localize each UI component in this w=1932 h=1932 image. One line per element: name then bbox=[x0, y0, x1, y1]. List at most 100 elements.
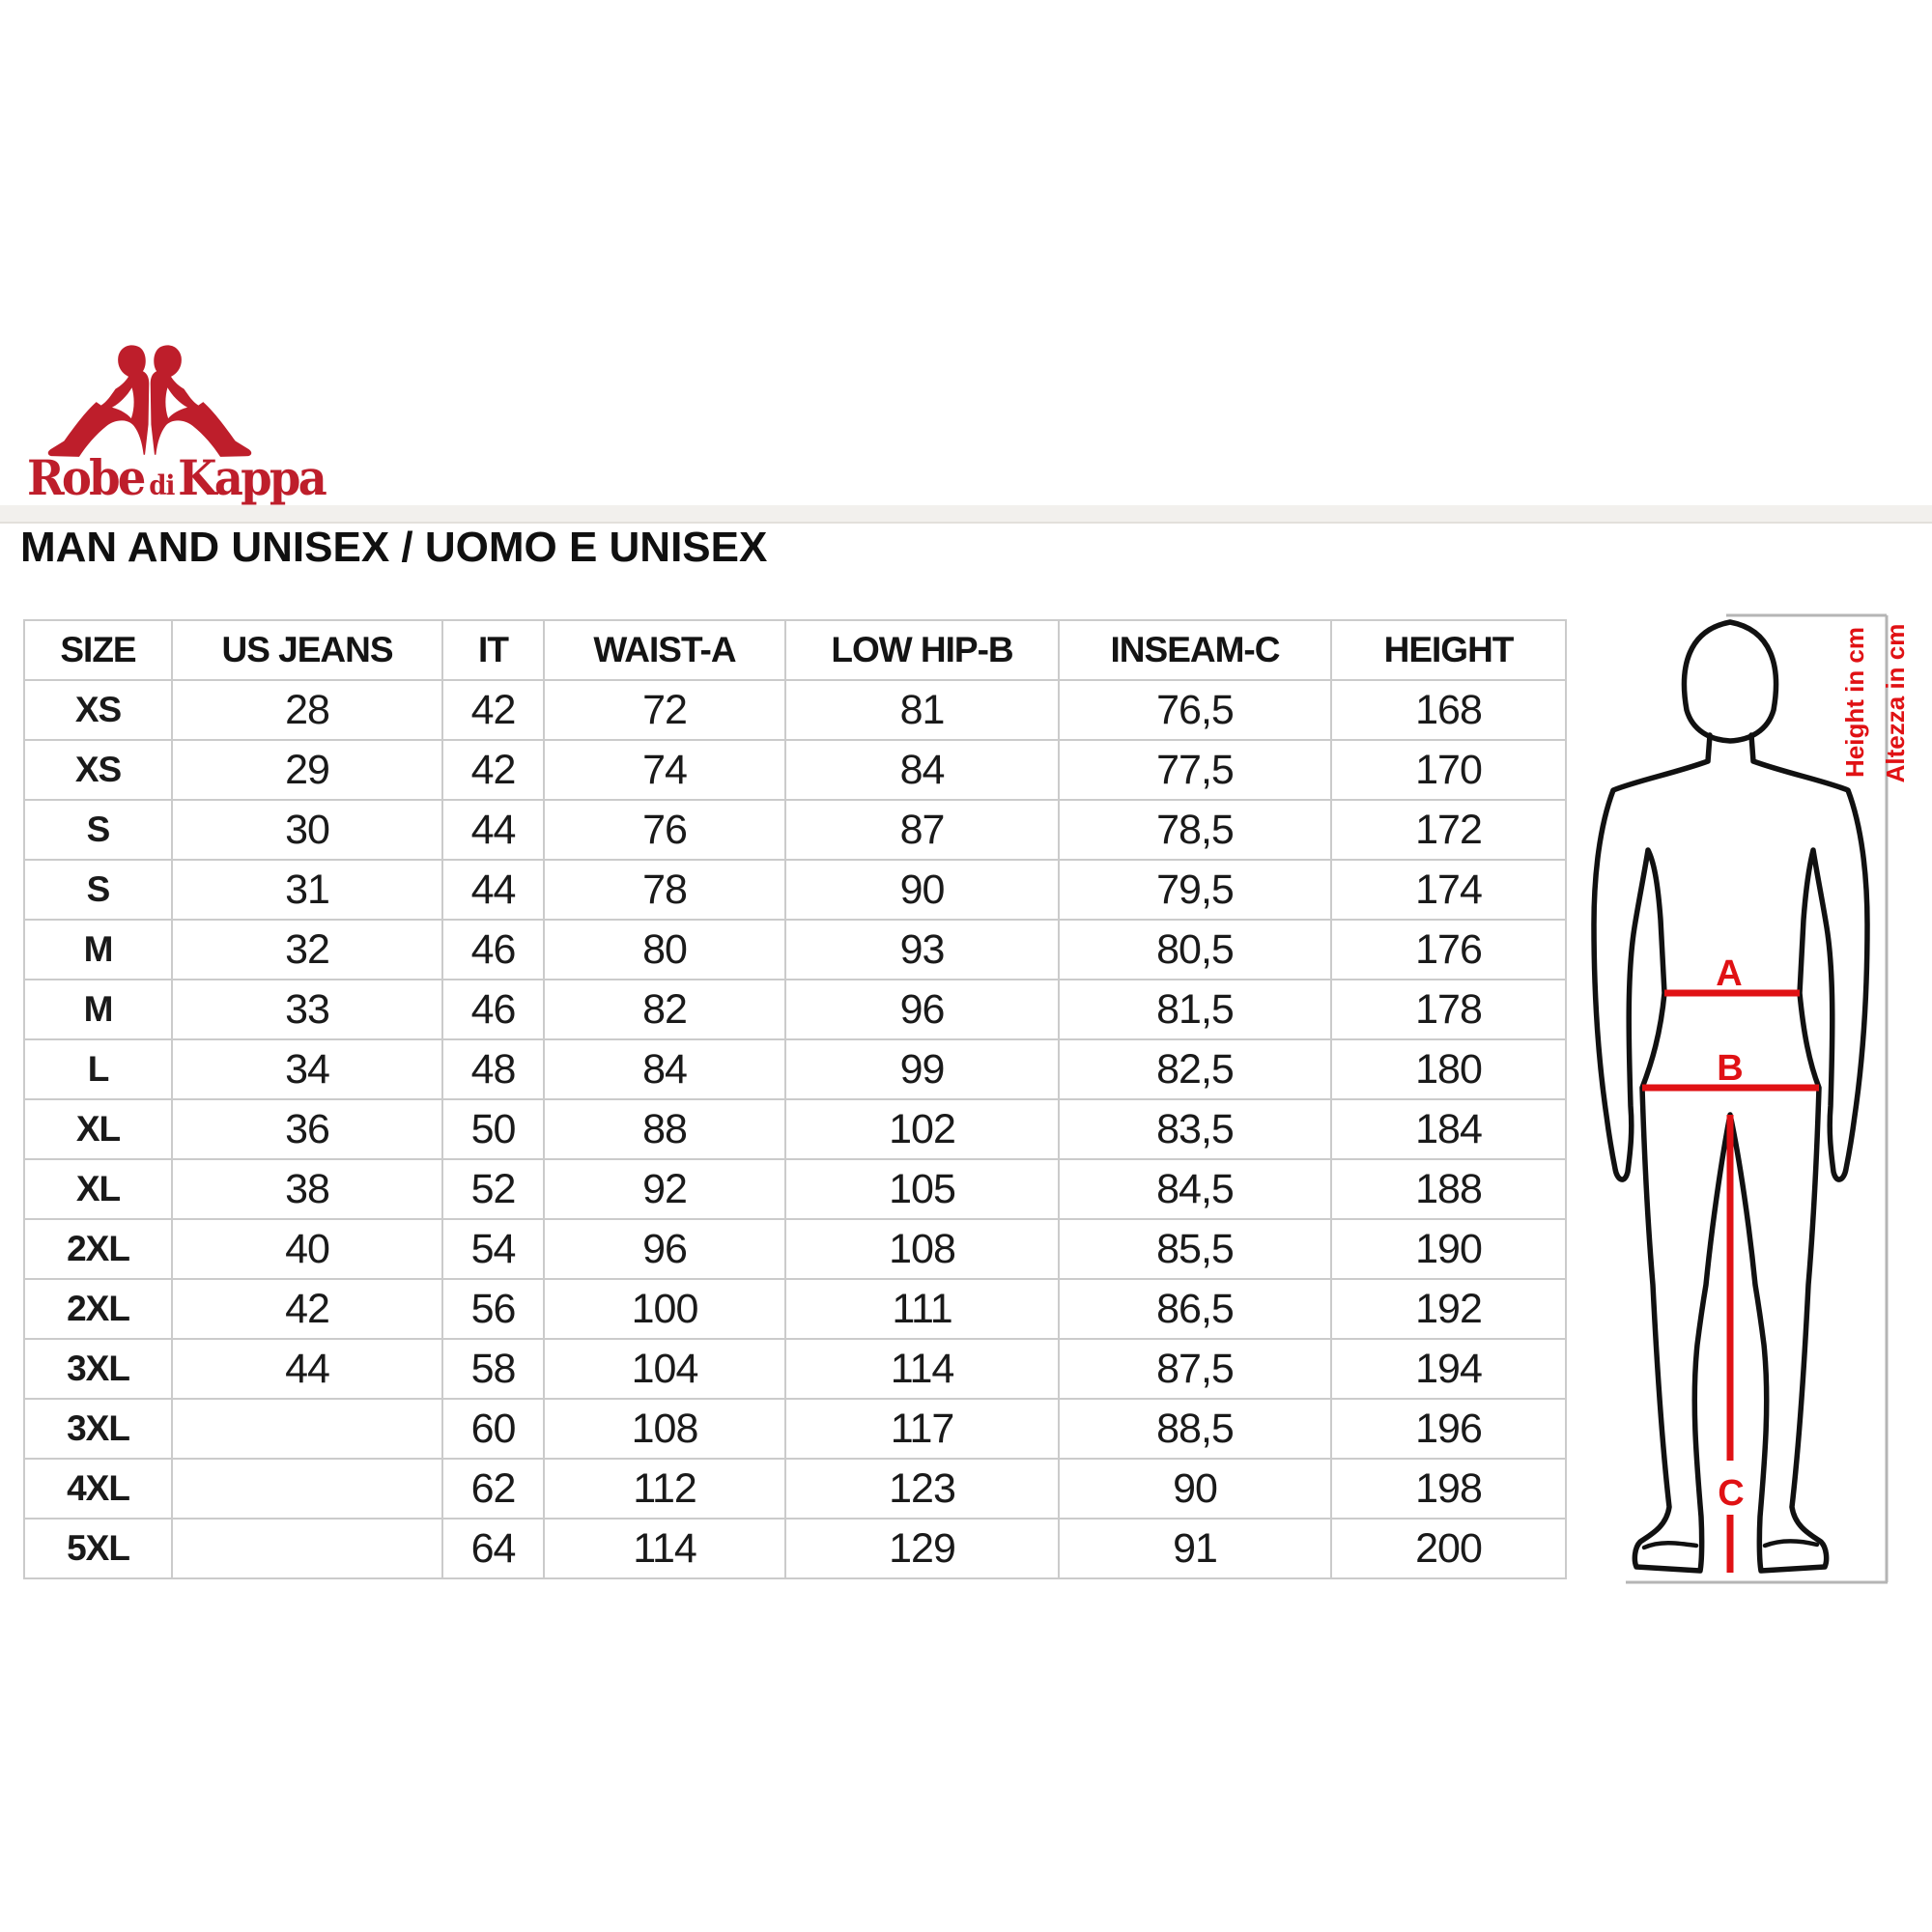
table-row: M 32 46 80 93 80,5 176 bbox=[23, 919, 1567, 980]
value-cell: 117 bbox=[784, 1398, 1060, 1460]
value-cell: 42 bbox=[171, 1278, 443, 1340]
value-cell: 100 bbox=[543, 1278, 786, 1340]
value-cell: 81 bbox=[784, 679, 1060, 741]
marker-c-label: C bbox=[1718, 1473, 1744, 1514]
value-cell: 102 bbox=[784, 1098, 1060, 1160]
value-cell: 31 bbox=[171, 859, 443, 921]
value-cell: 52 bbox=[441, 1158, 545, 1220]
size-cell: XS bbox=[23, 739, 173, 801]
column-header: IT bbox=[441, 619, 545, 681]
value-cell: 99 bbox=[784, 1038, 1060, 1100]
size-cell: M bbox=[23, 979, 173, 1040]
value-cell: 72 bbox=[543, 679, 786, 741]
value-cell: 28 bbox=[171, 679, 443, 741]
divider-strip bbox=[0, 505, 1932, 524]
value-cell: 30 bbox=[171, 799, 443, 861]
value-cell: 96 bbox=[784, 979, 1060, 1040]
value-cell: 114 bbox=[784, 1338, 1060, 1400]
value-cell: 84 bbox=[784, 739, 1060, 801]
value-cell: 93 bbox=[784, 919, 1060, 980]
value-cell: 86,5 bbox=[1058, 1278, 1332, 1340]
column-header: LOW HIP-B bbox=[784, 619, 1060, 681]
value-cell: 76 bbox=[543, 799, 786, 861]
value-cell: 174 bbox=[1330, 859, 1567, 921]
value-cell: 105 bbox=[784, 1158, 1060, 1220]
size-cell: S bbox=[23, 799, 173, 861]
table-row: XS 28 42 72 81 76,5 168 bbox=[23, 679, 1567, 741]
value-cell: 88,5 bbox=[1058, 1398, 1332, 1460]
size-cell: 5XL bbox=[23, 1518, 173, 1579]
value-cell: 64 bbox=[441, 1518, 545, 1579]
table-row: S 31 44 78 90 79,5 174 bbox=[23, 859, 1567, 921]
value-cell: 38 bbox=[171, 1158, 443, 1220]
size-cell: 3XL bbox=[23, 1398, 173, 1460]
brand-wordmark: Robe diKappa bbox=[27, 454, 327, 510]
value-cell: 80 bbox=[543, 919, 786, 980]
measurement-lines bbox=[1642, 989, 1819, 1573]
table-row: S 30 44 76 87 78,5 172 bbox=[23, 799, 1567, 861]
value-cell bbox=[171, 1458, 443, 1520]
table-row: 2XL 40 54 96 108 85,5 190 bbox=[23, 1218, 1567, 1280]
value-cell: 112 bbox=[543, 1458, 786, 1520]
value-cell: 62 bbox=[441, 1458, 545, 1520]
size-cell: XL bbox=[23, 1158, 173, 1220]
table-row: 4XL 62 112 123 90 198 bbox=[23, 1458, 1567, 1520]
value-cell: 82 bbox=[543, 979, 786, 1040]
value-cell: 114 bbox=[543, 1518, 786, 1579]
value-cell: 76,5 bbox=[1058, 679, 1332, 741]
value-cell: 33 bbox=[171, 979, 443, 1040]
value-cell: 90 bbox=[1058, 1458, 1332, 1520]
value-cell: 200 bbox=[1330, 1518, 1567, 1579]
table-header-row: SIZE US JEANS IT WAIST-A LOW HIP-B INSEAM-C HE… bbox=[23, 619, 1567, 681]
body-measurement-diagram: A B C Height in cm Altezza in cm bbox=[1591, 613, 1910, 1584]
value-cell: 87 bbox=[784, 799, 1060, 861]
height-frame bbox=[1626, 613, 1889, 1584]
value-cell: 44 bbox=[441, 799, 545, 861]
size-cell: 4XL bbox=[23, 1458, 173, 1520]
column-header: SIZE bbox=[23, 619, 173, 681]
value-cell: 60 bbox=[441, 1398, 545, 1460]
value-cell: 111 bbox=[784, 1278, 1060, 1340]
column-header: HEIGHT bbox=[1330, 619, 1567, 681]
value-cell: 92 bbox=[543, 1158, 786, 1220]
value-cell: 196 bbox=[1330, 1398, 1567, 1460]
column-header: WAIST-A bbox=[543, 619, 786, 681]
table-row: XS 29 42 74 84 77,5 170 bbox=[23, 739, 1567, 801]
size-cell: L bbox=[23, 1038, 173, 1100]
brand-word-kappa: Kappa bbox=[178, 449, 327, 506]
size-cell: 2XL bbox=[23, 1278, 173, 1340]
column-header: US JEANS bbox=[171, 619, 443, 681]
value-cell: 188 bbox=[1330, 1158, 1567, 1220]
value-cell: 180 bbox=[1330, 1038, 1567, 1100]
size-cell: S bbox=[23, 859, 173, 921]
value-cell: 78,5 bbox=[1058, 799, 1332, 861]
value-cell: 198 bbox=[1330, 1458, 1567, 1520]
marker-a-label: A bbox=[1716, 953, 1742, 994]
value-cell: 36 bbox=[171, 1098, 443, 1160]
brand-word-robe: Robe bbox=[27, 449, 146, 506]
value-cell: 87,5 bbox=[1058, 1338, 1332, 1400]
value-cell: 176 bbox=[1330, 919, 1567, 980]
value-cell: 40 bbox=[171, 1218, 443, 1280]
value-cell: 32 bbox=[171, 919, 443, 980]
value-cell: 170 bbox=[1330, 739, 1567, 801]
value-cell: 34 bbox=[171, 1038, 443, 1100]
value-cell: 96 bbox=[543, 1218, 786, 1280]
value-cell: 108 bbox=[543, 1398, 786, 1460]
table-row: 5XL 64 114 129 91 200 bbox=[23, 1518, 1567, 1579]
value-cell: 85,5 bbox=[1058, 1218, 1332, 1280]
kappa-logo-icon bbox=[47, 345, 252, 457]
value-cell: 168 bbox=[1330, 679, 1567, 741]
value-cell: 192 bbox=[1330, 1278, 1567, 1340]
value-cell: 77,5 bbox=[1058, 739, 1332, 801]
brand-word-di: di bbox=[149, 469, 175, 501]
size-cell: 2XL bbox=[23, 1218, 173, 1280]
value-cell: 190 bbox=[1330, 1218, 1567, 1280]
value-cell: 88 bbox=[543, 1098, 786, 1160]
table-row: M 33 46 82 96 81,5 178 bbox=[23, 979, 1567, 1040]
value-cell: 50 bbox=[441, 1098, 545, 1160]
table-row: 3XL 44 58 104 114 87,5 194 bbox=[23, 1338, 1567, 1400]
value-cell bbox=[171, 1398, 443, 1460]
value-cell: 123 bbox=[784, 1458, 1060, 1520]
